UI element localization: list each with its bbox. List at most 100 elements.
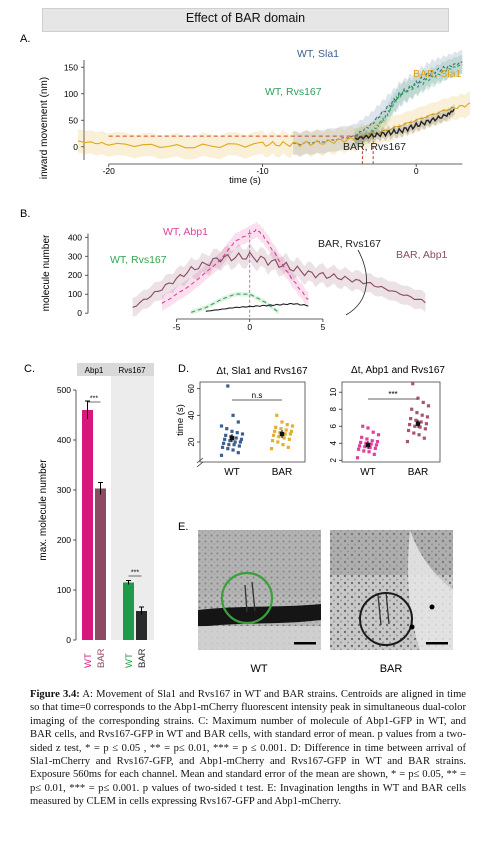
d-left-point-wt <box>222 441 226 445</box>
d-left-point-bar <box>281 443 285 447</box>
b-line-bar-abp1 <box>132 251 426 308</box>
d-left-ytick-label-20: 20 <box>187 437 196 446</box>
d-left-point-bar <box>270 439 275 443</box>
a-band-wt-rvs167 <box>354 55 463 148</box>
d-left-point-wt <box>236 420 240 424</box>
d-left-point-bar <box>273 429 277 433</box>
d-left-point-wt <box>234 436 238 440</box>
label-bar-rvs167: BAR, Rvs167 <box>343 141 406 153</box>
c-ytick-label-200: 200 <box>57 535 71 545</box>
b-ytick-label-200: 200 <box>68 270 82 280</box>
d-right-point-bar <box>422 436 426 440</box>
d-right-ytick-label-8: 8 <box>329 406 338 411</box>
a-xtick-label-0: 0 <box>414 166 419 176</box>
d-right-point-bar <box>425 415 430 419</box>
b-xtick-label-0: 0 <box>247 322 252 332</box>
b-band-wt-abp1 <box>161 221 309 311</box>
d-left-point-wt <box>231 413 235 417</box>
d-right-point-bar <box>417 433 421 437</box>
d-left-point-bar <box>290 424 295 428</box>
d-right-ytick-label-10: 10 <box>329 387 338 396</box>
header-bg-rvs167 <box>111 363 154 376</box>
label-wt-abp1: WT, Abp1 <box>163 226 208 238</box>
c-ytick-label-100: 100 <box>57 585 71 595</box>
d-right-point-bar <box>409 416 413 421</box>
d-right-point-bar <box>415 411 419 415</box>
d-right-point-wt <box>367 450 371 454</box>
b-line-wt-abp1 <box>161 228 309 304</box>
d-right-point-bar <box>426 404 431 408</box>
d-left-point-wt <box>230 429 234 433</box>
d-right-point-wt <box>362 449 366 453</box>
c-sig-0: *** <box>90 396 98 403</box>
b-ytick-label-0: 0 <box>77 308 82 318</box>
wt-scale-bar <box>294 642 316 645</box>
b-line-bar-rvs167 <box>205 303 309 312</box>
d-right-point-bar <box>410 407 414 411</box>
d-left-point-wt <box>238 440 242 444</box>
a-xtick-label--20: -20 <box>103 166 116 176</box>
d-right-point-bar <box>421 400 425 405</box>
d-left-point-wt <box>236 451 240 455</box>
d-left-point-wt <box>227 443 231 447</box>
panel-a-letter: A. <box>20 33 30 45</box>
header-rvs167: Rvs167 <box>118 366 146 375</box>
d-left-ytick-label-40: 40 <box>187 410 196 419</box>
label-bar-abp1: BAR, Abp1 <box>396 249 448 261</box>
d-right-point-wt <box>355 456 360 460</box>
d-left-point-bar <box>286 445 290 449</box>
d-right-ytick-label-2: 2 <box>329 458 338 463</box>
d-left-point-bar <box>269 447 274 451</box>
c-ytick-label-500: 500 <box>57 385 71 395</box>
header-bg-abp1 <box>77 363 111 376</box>
a-band-wt-sla1 <box>293 50 463 157</box>
c-bar-abp1-wt <box>82 410 93 640</box>
d-right-point-bar <box>412 431 416 435</box>
c-xlabel-rvs167-wt: WT <box>124 653 135 668</box>
d-left-point-wt <box>219 453 224 457</box>
label-bar-sla1: BAR, Sla1 <box>413 68 462 80</box>
d-left-point-wt <box>225 427 229 431</box>
c-xlabel-abp1-bar: BAR <box>96 648 107 668</box>
d-left-point-bar <box>284 428 288 432</box>
d-right-point-wt <box>375 439 380 444</box>
d-right-point-wt <box>373 446 377 450</box>
c-bar-abp1-bar <box>95 488 106 640</box>
d-axis-break <box>196 457 204 468</box>
d-left-point-bar <box>279 427 283 431</box>
panel-a-xlabel: time (s) <box>229 175 261 186</box>
d-right-point-bar <box>411 382 415 386</box>
c-bar-rvs167-wt <box>123 582 134 640</box>
d-right-ytick-label-4: 4 <box>329 441 338 446</box>
c-bar-rvs167-bar <box>136 611 147 640</box>
d-right-point-bar <box>423 427 427 431</box>
d-left-point-bar <box>282 436 286 440</box>
d-left-ytick-label-60: 60 <box>187 384 196 393</box>
d-left-sig: n.s <box>252 391 263 400</box>
d-left-point-wt <box>223 437 227 441</box>
d-left-point-bar <box>288 432 292 436</box>
d-left-point-bar <box>272 433 276 437</box>
d-left-point-wt <box>220 445 225 449</box>
figure-title-bar <box>42 8 449 32</box>
label-bar-rvs167-b: BAR, Rvs167 <box>318 238 381 250</box>
b-xtick-label--5: -5 <box>173 322 181 332</box>
d-left-xlabel-bar: BAR <box>272 467 293 478</box>
d-left-point-bar <box>276 440 280 444</box>
c-sig-1: *** <box>131 570 139 577</box>
d-left-point-wt <box>240 432 245 436</box>
d-left-point-wt <box>233 440 237 444</box>
wt-roi-circle <box>220 571 274 625</box>
panel-c-ylabel: max. molecule number <box>38 459 49 561</box>
a-xtick-label--10: -10 <box>256 166 269 176</box>
b-xtick-label-5: 5 <box>321 322 326 332</box>
a-ytick-label-0: 0 <box>73 142 78 152</box>
d-right-point-wt <box>369 442 373 446</box>
panel-a-chart: A. inward movement (nm) 0 50 100 150 -20 -10 0… <box>20 33 471 186</box>
d-left-point-wt <box>228 439 232 443</box>
d-left-point-wt <box>235 431 239 435</box>
d-right-ytick-label-6: 6 <box>329 423 338 428</box>
a-ytick-label-150: 150 <box>64 62 78 72</box>
d-left-point-wt <box>237 444 241 448</box>
d-left-point-wt <box>226 447 230 451</box>
